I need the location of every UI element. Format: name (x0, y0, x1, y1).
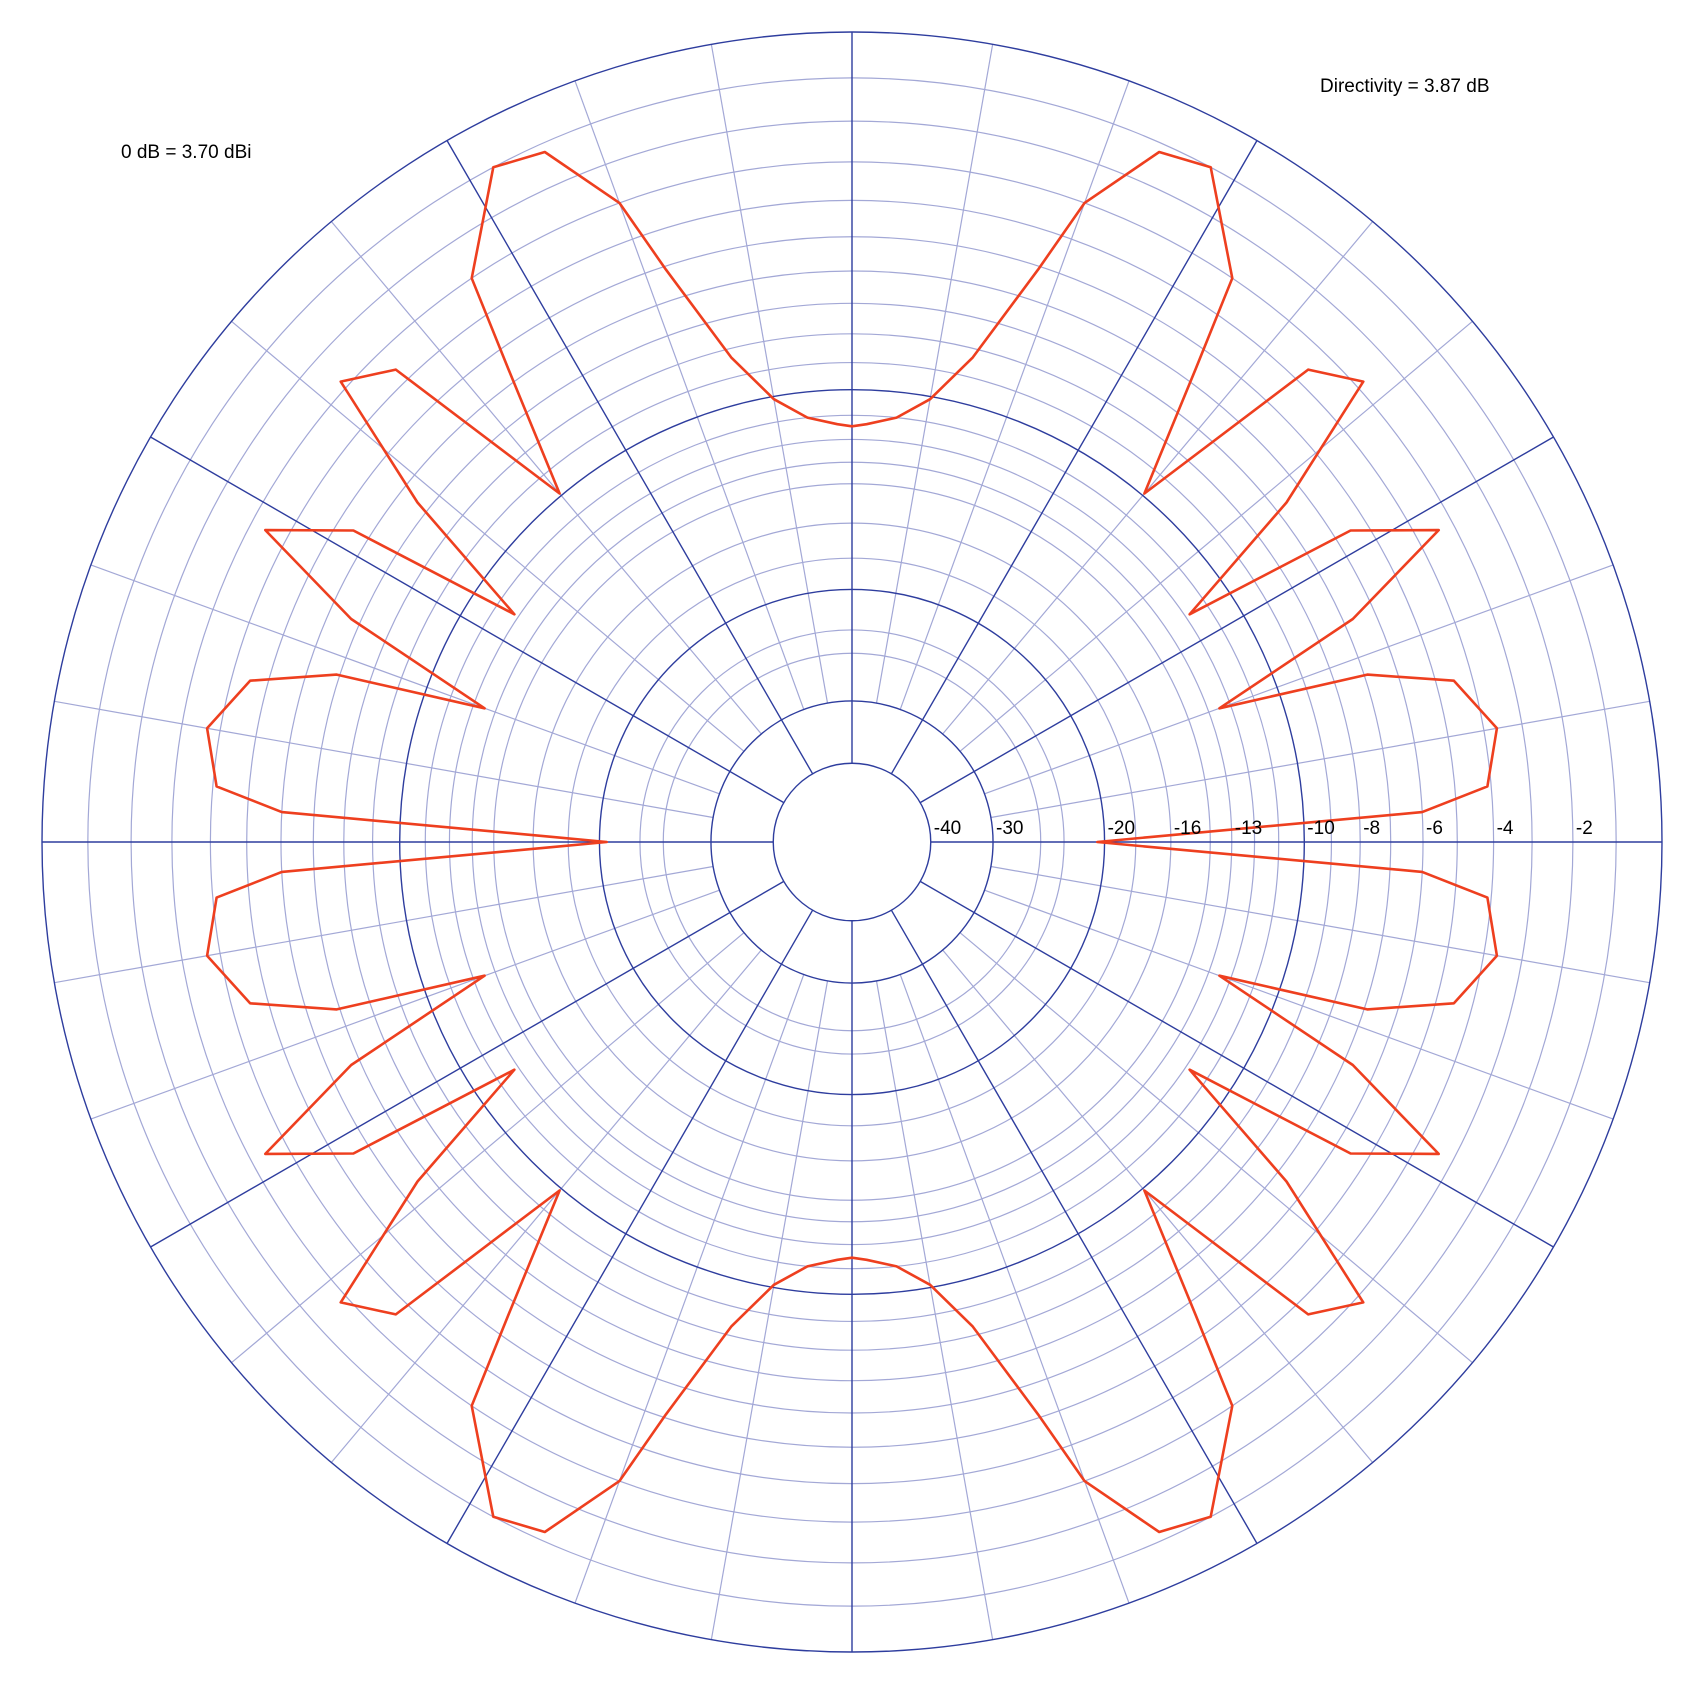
ring-tick-label: -10 (1307, 818, 1334, 839)
ring-tick-label: -8 (1363, 818, 1380, 839)
spoke-major (150, 436, 785, 804)
spoke-major (890, 909, 1258, 1544)
major-spoke-grid (42, 32, 1662, 1652)
spoke-major (446, 909, 814, 1544)
major-ring-grid (41, 31, 1663, 1653)
pattern-series-line (205, 150, 1499, 1534)
ring-major (41, 31, 1663, 1653)
ring-tick-label: -30 (996, 818, 1023, 839)
ring-tick-labels: -40 -30 -20 -16 -13 -10 -8 -6 -4 -2 (934, 818, 1593, 839)
ring-tick-label: -13 (1235, 818, 1262, 839)
ring-tick-label: -2 (1576, 818, 1593, 839)
spoke-major (890, 140, 1258, 775)
ring-tick-label: -6 (1426, 818, 1443, 839)
ring-major (398, 388, 1306, 1296)
ring-tick-label: -40 (934, 818, 961, 839)
ring-major (772, 762, 932, 922)
spoke-major (919, 880, 1554, 1248)
spoke-major (150, 880, 785, 1248)
ring-tick-label: -16 (1174, 818, 1201, 839)
ring-major (710, 700, 994, 984)
radiation-pattern-layer (205, 150, 1499, 1534)
spoke-major (446, 140, 814, 775)
spoke-major (919, 436, 1554, 804)
ring-tick-label: -4 (1497, 818, 1514, 839)
reference-level-label: 0 dB = 3.70 dBi (121, 142, 251, 163)
ring-tick-label: -20 (1108, 818, 1135, 839)
directivity-label: Directivity = 3.87 dB (1320, 76, 1490, 97)
